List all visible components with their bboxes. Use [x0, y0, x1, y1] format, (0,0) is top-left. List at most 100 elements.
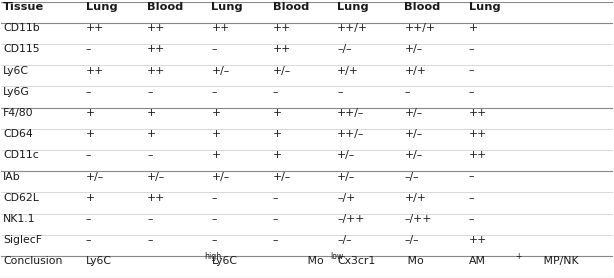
Text: –: – [468, 214, 474, 224]
Text: –: – [86, 150, 91, 160]
Text: ++: ++ [147, 23, 165, 33]
Text: +: + [468, 23, 478, 33]
Text: –/++: –/++ [405, 214, 432, 224]
Text: Blood: Blood [405, 2, 441, 12]
Text: CD11c: CD11c [3, 150, 39, 160]
Text: MP/NK: MP/NK [540, 256, 578, 266]
Text: AM: AM [468, 256, 486, 266]
Text: Lung: Lung [211, 2, 243, 12]
Text: +: + [211, 108, 220, 118]
Text: –: – [211, 214, 217, 224]
Text: Tissue: Tissue [3, 2, 44, 12]
Text: Ly6C: Ly6C [86, 256, 112, 266]
Text: –: – [468, 44, 474, 54]
Text: +/+: +/+ [405, 193, 426, 203]
Text: –: – [147, 150, 153, 160]
Text: Mo: Mo [405, 256, 424, 266]
Text: –: – [86, 87, 91, 97]
Text: +/–: +/– [337, 172, 356, 182]
Text: –: – [468, 172, 474, 182]
Text: +: + [147, 129, 156, 139]
Text: ++: ++ [147, 66, 165, 76]
Text: ++: ++ [468, 108, 487, 118]
Text: –: – [273, 214, 278, 224]
Text: low: low [330, 252, 343, 261]
Text: Lung: Lung [86, 2, 117, 12]
Text: –: – [273, 193, 278, 203]
Text: Ly6C: Ly6C [211, 256, 238, 266]
Text: Blood: Blood [273, 2, 309, 12]
Text: NK1.1: NK1.1 [3, 214, 36, 224]
Text: high: high [204, 252, 222, 261]
Text: ++: ++ [468, 150, 487, 160]
Text: +/–: +/– [86, 172, 104, 182]
Text: –/+: –/+ [337, 193, 356, 203]
Text: +/–: +/– [405, 108, 422, 118]
Text: Ly6G: Ly6G [3, 87, 30, 97]
Text: ++: ++ [147, 193, 165, 203]
Text: ++/+: ++/+ [405, 23, 435, 33]
Text: F4/80: F4/80 [3, 108, 34, 118]
Text: –: – [86, 214, 91, 224]
Text: –: – [405, 87, 410, 97]
Text: –: – [468, 66, 474, 76]
Text: +: + [273, 150, 282, 160]
Text: +/–: +/– [211, 172, 230, 182]
Text: –/–: –/– [337, 235, 352, 245]
Text: ++: ++ [86, 23, 104, 33]
Text: SiglecF: SiglecF [3, 235, 42, 245]
Text: ++: ++ [211, 23, 230, 33]
Text: –: – [211, 44, 217, 54]
Text: CD62L: CD62L [3, 193, 39, 203]
Text: –/++: –/++ [337, 214, 364, 224]
Text: +: + [86, 108, 95, 118]
Text: ++: ++ [147, 44, 165, 54]
Text: –: – [273, 87, 278, 97]
Text: +/+: +/+ [337, 66, 359, 76]
Text: –: – [86, 235, 91, 245]
Text: +: + [211, 150, 220, 160]
Text: +: + [211, 129, 220, 139]
Text: +/–: +/– [273, 172, 291, 182]
Text: +/–: +/– [337, 150, 356, 160]
Text: ++: ++ [86, 66, 104, 76]
Text: +: + [273, 108, 282, 118]
Text: +: + [515, 252, 521, 261]
Text: +: + [86, 193, 95, 203]
Text: –/–: –/– [337, 44, 352, 54]
Text: ++/–: ++/– [337, 129, 364, 139]
Text: ++: ++ [468, 235, 487, 245]
Text: +/–: +/– [211, 66, 230, 76]
Text: CD115: CD115 [3, 44, 40, 54]
Text: –: – [468, 193, 474, 203]
Text: –/–: –/– [405, 235, 419, 245]
Text: –/–: –/– [405, 172, 419, 182]
Text: Ly6C: Ly6C [3, 66, 29, 76]
Text: +: + [147, 108, 156, 118]
Text: Blood: Blood [147, 2, 184, 12]
Text: –: – [147, 214, 153, 224]
Text: –: – [86, 44, 91, 54]
Text: –: – [211, 87, 217, 97]
Text: +/–: +/– [405, 129, 422, 139]
Text: IAb: IAb [3, 172, 21, 182]
Text: Lung: Lung [468, 2, 500, 12]
Text: –: – [147, 87, 153, 97]
Text: ++/–: ++/– [337, 108, 364, 118]
Text: –: – [211, 193, 217, 203]
Text: CD64: CD64 [3, 129, 33, 139]
Text: ++: ++ [273, 44, 291, 54]
Text: CD11b: CD11b [3, 23, 40, 33]
Text: Cx3cr1: Cx3cr1 [337, 256, 375, 266]
Text: Lung: Lung [337, 2, 368, 12]
Text: –: – [147, 235, 153, 245]
Text: Mo: Mo [304, 256, 324, 266]
Text: +/–: +/– [405, 150, 422, 160]
Text: +: + [86, 129, 95, 139]
Text: +/+: +/+ [405, 66, 426, 76]
Text: ++/+: ++/+ [337, 23, 368, 33]
Text: –: – [468, 87, 474, 97]
Text: Conclusion: Conclusion [3, 256, 63, 266]
Text: ++: ++ [273, 23, 291, 33]
Text: –: – [211, 235, 217, 245]
